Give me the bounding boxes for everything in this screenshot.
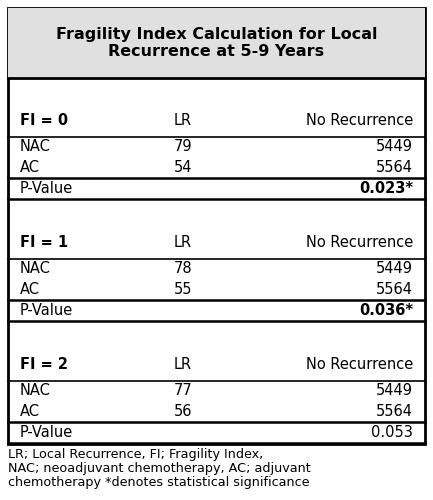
Text: P-Value: P-Value bbox=[20, 181, 73, 196]
Text: Fragility Index Calculation for Local
Recurrence at 5-9 Years: Fragility Index Calculation for Local Re… bbox=[56, 27, 377, 59]
Text: NAC: NAC bbox=[20, 140, 51, 154]
Text: 5449: 5449 bbox=[376, 262, 413, 276]
Bar bbox=[8, 8, 425, 444]
Text: LR; Local Recurrence, FI; Fragility Index,: LR; Local Recurrence, FI; Fragility Inde… bbox=[8, 448, 263, 461]
Text: 5564: 5564 bbox=[376, 282, 413, 297]
Text: LR: LR bbox=[174, 235, 192, 250]
Text: NAC; neoadjuvant chemotherapy, AC; adjuvant: NAC; neoadjuvant chemotherapy, AC; adjuv… bbox=[8, 462, 311, 475]
Text: 77: 77 bbox=[174, 384, 193, 398]
Text: chemotherapy *denotes statistical significance: chemotherapy *denotes statistical signif… bbox=[8, 476, 310, 489]
Text: 78: 78 bbox=[174, 262, 192, 276]
Text: AC: AC bbox=[20, 282, 40, 297]
Text: 0.053: 0.053 bbox=[371, 425, 413, 440]
Text: 5564: 5564 bbox=[376, 160, 413, 175]
Text: 56: 56 bbox=[174, 404, 192, 419]
Text: 54: 54 bbox=[174, 160, 192, 175]
Text: 5449: 5449 bbox=[376, 384, 413, 398]
Text: No Recurrence: No Recurrence bbox=[306, 113, 413, 128]
Text: No Recurrence: No Recurrence bbox=[306, 235, 413, 250]
Bar bbox=[8, 8, 425, 78]
Text: FI = 0: FI = 0 bbox=[20, 113, 68, 128]
Text: NAC: NAC bbox=[20, 384, 51, 398]
Text: P-Value: P-Value bbox=[20, 303, 73, 318]
Text: LR: LR bbox=[174, 357, 192, 372]
Text: No Recurrence: No Recurrence bbox=[306, 357, 413, 372]
Text: 79: 79 bbox=[174, 140, 192, 154]
Text: 5564: 5564 bbox=[376, 404, 413, 419]
Text: 5449: 5449 bbox=[376, 140, 413, 154]
Text: FI = 1: FI = 1 bbox=[20, 235, 68, 250]
Text: 0.023*: 0.023* bbox=[359, 181, 413, 196]
Text: AC: AC bbox=[20, 404, 40, 419]
Text: 55: 55 bbox=[174, 282, 192, 297]
Text: P-Value: P-Value bbox=[20, 425, 73, 440]
Text: LR: LR bbox=[174, 113, 192, 128]
Text: 0.036*: 0.036* bbox=[359, 303, 413, 318]
Text: NAC: NAC bbox=[20, 262, 51, 276]
Text: FI = 2: FI = 2 bbox=[20, 357, 68, 372]
Text: AC: AC bbox=[20, 160, 40, 175]
